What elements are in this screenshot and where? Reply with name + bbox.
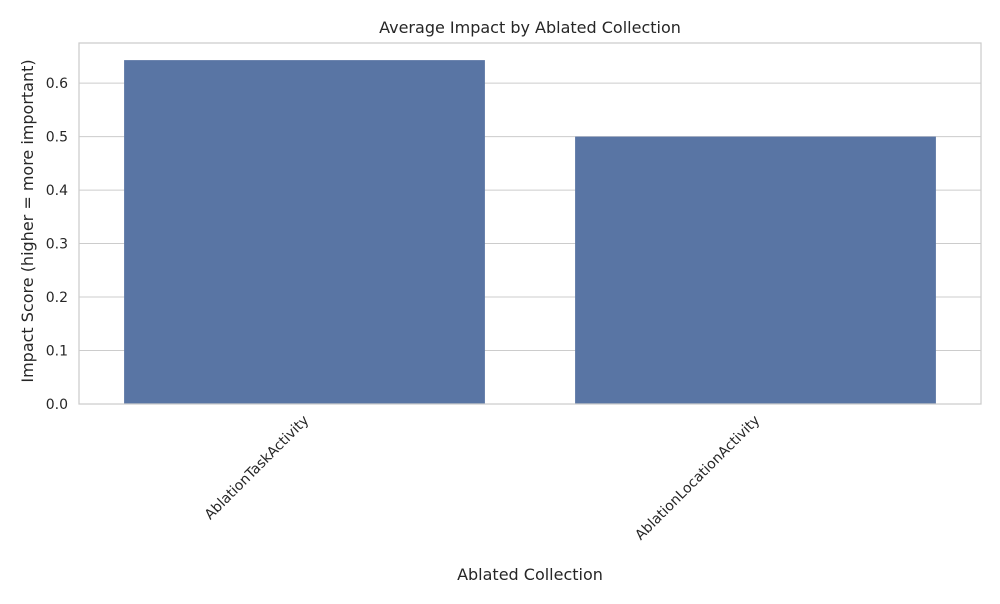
y-tick-label: 0.6 xyxy=(46,76,68,92)
x-axis-label: Ablated Collection xyxy=(457,565,603,584)
y-tick-label: 0.0 xyxy=(46,397,68,413)
y-tick-label: 0.5 xyxy=(46,130,68,146)
chart-title: Average Impact by Ablated Collection xyxy=(379,18,681,37)
y-tick-labels: 0.0 0.1 0.2 0.3 0.4 0.5 0.6 xyxy=(46,76,68,413)
bar-AblationLocationActivity xyxy=(575,136,936,404)
x-tick-label: AblationLocationActivity xyxy=(632,413,763,544)
y-tick-label: 0.4 xyxy=(46,183,68,199)
bars xyxy=(124,60,936,404)
y-tick-label: 0.2 xyxy=(46,290,68,306)
y-tick-label: 0.3 xyxy=(46,237,68,253)
x-tick-label: AblationTaskActivity xyxy=(202,413,313,524)
x-tick-labels: AblationTaskActivity AblationLocationActi… xyxy=(202,413,764,544)
bar-AblationTaskActivity xyxy=(124,60,485,404)
y-tick-label: 0.1 xyxy=(46,344,68,360)
plot-frame xyxy=(78,42,982,405)
y-axis-label: Impact Score (higher = more important) xyxy=(18,59,37,382)
